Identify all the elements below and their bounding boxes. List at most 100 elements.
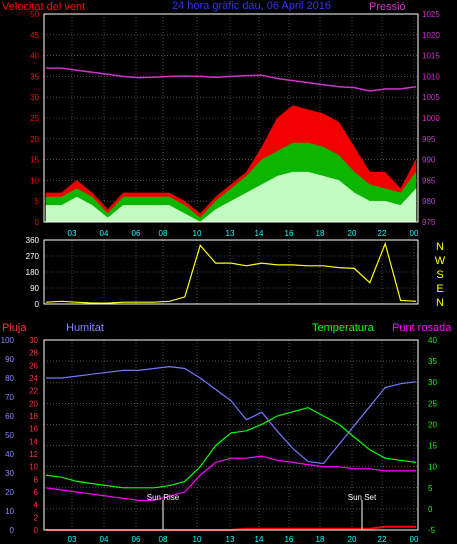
- climate-x-tick-label: 03: [68, 535, 77, 544]
- pressure-y-tick-label: 1020: [422, 31, 440, 40]
- wind-y-tick-label: 25: [30, 114, 39, 123]
- rain-y-tick-label: 18: [29, 412, 38, 421]
- humidity-y-tick-label: 30: [5, 469, 14, 478]
- temperature-y-tick-label: 25: [428, 399, 437, 408]
- temperature-line: [45, 406, 417, 489]
- dewpoint-line: [45, 455, 416, 501]
- direction-compass-label: W: [435, 255, 446, 267]
- pressure-line: [46, 67, 417, 92]
- rain-y-tick-label: 20: [29, 399, 38, 408]
- humidity-y-tick-label: 90: [5, 355, 14, 364]
- wind-x-tick-label: 03: [68, 229, 77, 238]
- rain-y-tick-label: 26: [29, 361, 38, 370]
- wind-x-tick-label: 08: [159, 229, 168, 238]
- temperature-y-tick-label: 5: [428, 484, 433, 493]
- wind-x-tick-label: 10: [193, 229, 202, 238]
- rain-axis-title: Pluja: [2, 322, 27, 334]
- climate-x-tick-label: 08: [159, 535, 168, 544]
- wind-direction-line: [45, 241, 417, 304]
- rain-y-tick-label: 6: [34, 488, 39, 497]
- temperature-y-tick-label: 30: [428, 378, 437, 387]
- temperature-y-tick-label: 0: [428, 505, 433, 514]
- chart-title: 24 hora gràfic dau, 06 April 2016: [172, 0, 331, 12]
- wind-y-tick-label: 50: [30, 10, 39, 19]
- pressure-y-tick-label: 1000: [422, 114, 440, 123]
- temperature-y-tick-label: 10: [428, 463, 437, 472]
- direction-y-tick-label: 180: [26, 268, 40, 277]
- rain-y-tick-label: 24: [29, 374, 38, 383]
- humidity-y-tick-label: 70: [5, 393, 14, 402]
- wind-y-tick-label: 40: [30, 52, 39, 61]
- temperature-y-tick-label: 40: [428, 336, 437, 345]
- rain-y-tick-label: 16: [29, 425, 38, 434]
- wind-x-tick-label: 00: [410, 229, 419, 238]
- rain-y-tick-label: 4: [34, 501, 39, 510]
- climate-x-tick-label: 14: [255, 535, 264, 544]
- wind-x-tick-label: 14: [255, 229, 264, 238]
- rain-y-tick-label: 14: [29, 437, 38, 446]
- pressure-y-tick-label: 980: [422, 197, 436, 206]
- wind-y-tick-label: 0: [35, 218, 40, 227]
- wind-x-tick-label: 13: [226, 229, 235, 238]
- direction-panel-frame: [43, 239, 419, 305]
- direction-compass-label: S: [436, 269, 443, 281]
- wind-speed-area: [45, 171, 417, 223]
- wind-y-tick-label: 10: [30, 176, 39, 185]
- humidity-y-tick-label: 20: [5, 488, 14, 497]
- temperature-y-tick-label: 20: [428, 420, 437, 429]
- pressure-y-tick-label: 1005: [422, 93, 440, 102]
- climate-x-tick-label: 22: [378, 535, 387, 544]
- wind-x-tick-label: 06: [132, 229, 141, 238]
- wind-panel-frame: [43, 13, 419, 223]
- wind-y-tick-label: 35: [30, 72, 39, 81]
- temperature-y-tick-label: -5: [428, 526, 436, 535]
- wind-x-tick-label: 16: [285, 229, 294, 238]
- wind-y-tick-label: 20: [30, 135, 39, 144]
- climate-x-tick-label: 00: [410, 535, 419, 544]
- pressure-y-tick-label: 995: [422, 135, 436, 144]
- climate-x-tick-label: 10: [193, 535, 202, 544]
- wind-x-tick-label: 04: [100, 229, 109, 238]
- sunrise-label: Sun Rise: [147, 493, 180, 502]
- rain-y-tick-label: 30: [29, 336, 38, 345]
- climate-panel-frame: [43, 339, 419, 531]
- rain-y-tick-label: 10: [29, 463, 38, 472]
- humidity-y-tick-label: 40: [5, 450, 14, 459]
- temperature-y-tick-label: 35: [428, 357, 437, 366]
- climate-x-tick-label: 16: [285, 535, 294, 544]
- rain-y-tick-label: 22: [29, 387, 38, 396]
- wind-y-tick-label: 5: [35, 197, 40, 206]
- humidity-y-tick-label: 100: [1, 336, 15, 345]
- rain-y-tick-label: 2: [34, 513, 39, 522]
- temperature-y-tick-label: 15: [428, 442, 437, 451]
- direction-compass-label: N: [436, 241, 444, 253]
- climate-x-tick-label: 13: [226, 535, 235, 544]
- direction-y-tick-label: 90: [30, 284, 39, 293]
- climate-x-tick-label: 18: [316, 535, 325, 544]
- climate-x-tick-label: 20: [348, 535, 357, 544]
- pressure-y-tick-label: 985: [422, 176, 436, 185]
- wind-y-tick-label: 30: [30, 93, 39, 102]
- direction-compass-label: N: [436, 297, 444, 309]
- pressure-y-tick-label: 975: [422, 218, 436, 227]
- wind-x-tick-label: 22: [378, 229, 387, 238]
- dewpoint-axis-title: Punt rosada: [392, 322, 452, 334]
- direction-y-tick-label: 270: [26, 252, 40, 261]
- rain-y-tick-label: 28: [29, 349, 38, 358]
- humidity-line: [46, 365, 417, 465]
- direction-y-tick-label: 0: [35, 300, 40, 309]
- humidity-y-tick-label: 10: [5, 507, 14, 516]
- temperature-axis-title: Temperatura: [312, 322, 375, 334]
- humidity-axis-title: Humitat: [66, 322, 104, 334]
- wind-x-tick-label: 20: [348, 229, 357, 238]
- pressure-y-tick-label: 1010: [422, 72, 440, 81]
- humidity-y-tick-label: 0: [10, 526, 15, 535]
- rain-y-tick-label: 12: [29, 450, 38, 459]
- wind-x-tick-label: 18: [316, 229, 325, 238]
- humidity-y-tick-label: 60: [5, 412, 14, 421]
- sunset-label: Sun Set: [348, 493, 377, 502]
- rain-y-tick-label: 8: [34, 475, 39, 484]
- direction-compass-label: E: [436, 283, 443, 295]
